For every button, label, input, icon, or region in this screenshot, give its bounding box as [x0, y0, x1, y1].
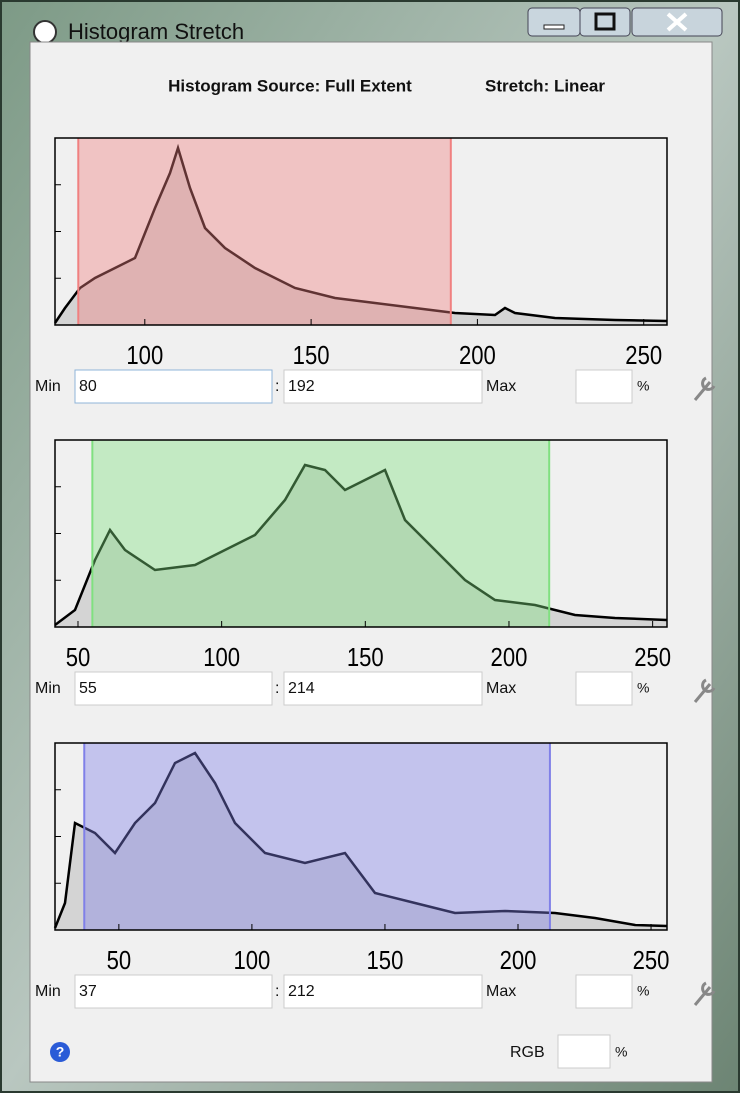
range-separator: : [275, 680, 279, 697]
max-value: 212 [288, 983, 315, 1000]
x-tick-label: 150 [367, 946, 404, 975]
max-label: Max [486, 983, 516, 1000]
settings-wrench[interactable] [693, 376, 716, 401]
rgb-label: RGB [510, 1044, 545, 1061]
window-title: Histogram Stretch [68, 19, 244, 44]
rgb-percent-sign: % [615, 1044, 627, 1060]
maximize-button[interactable] [579, 7, 631, 37]
histogram-area [55, 148, 667, 325]
percent-sign: % [637, 680, 649, 696]
min-value: 55 [79, 680, 97, 697]
percent-input[interactable] [575, 974, 633, 1009]
histogram-source: Histogram Source: Full Extent [168, 76, 412, 95]
x-tick-label: 150 [293, 341, 330, 370]
help-icon[interactable] [50, 1042, 70, 1062]
percent-sign: % [637, 378, 649, 394]
histogram-curve [54, 463, 668, 627]
x-tick-label: 50 [66, 643, 91, 672]
min-value: 37 [79, 983, 97, 1000]
range-separator: : [275, 983, 279, 1000]
x-tick-label: 250 [634, 643, 671, 672]
histogram-curve [53, 143, 668, 325]
stretch-type: Stretch: Linear [485, 76, 605, 95]
percent-input[interactable] [575, 369, 633, 404]
settings-wrench[interactable] [693, 678, 716, 703]
stretch-band [84, 743, 550, 930]
maximize-icon [594, 12, 616, 31]
min-input[interactable] [74, 974, 273, 1009]
histogram-curve [53, 751, 668, 930]
min-label: Min [35, 680, 61, 697]
min-value: 80 [79, 378, 97, 395]
histogram-line [53, 143, 668, 324]
app-icon [33, 20, 57, 44]
x-tick-label: 200 [459, 341, 496, 370]
max-label: Max [486, 378, 516, 395]
max-input[interactable] [283, 369, 483, 404]
min-input[interactable] [74, 369, 273, 404]
max-input[interactable] [283, 974, 483, 1009]
stretch-band [92, 440, 550, 627]
histogram-area [55, 753, 667, 930]
histogram-area [55, 465, 667, 627]
max-value: 192 [288, 378, 315, 395]
rgb-percent-input[interactable] [557, 1034, 611, 1069]
stretch-band [78, 138, 451, 325]
x-tick-label: 200 [491, 643, 528, 672]
x-tick-label: 200 [500, 946, 537, 975]
percent-input[interactable] [575, 671, 633, 706]
minimize-icon [543, 24, 565, 30]
max-label: Max [486, 680, 516, 697]
range-separator: : [275, 378, 279, 395]
min-label: Min [35, 983, 61, 1000]
x-tick-label: 100 [126, 341, 163, 370]
minimize-button[interactable] [527, 7, 581, 37]
max-value: 214 [288, 680, 315, 697]
help-glyph: ? [56, 1044, 65, 1060]
x-tick-label: 150 [347, 643, 384, 672]
x-tick-label: 50 [107, 946, 132, 975]
close-icon [666, 12, 688, 32]
max-input[interactable] [283, 671, 483, 706]
x-tick-label: 250 [625, 341, 662, 370]
x-tick-label: 100 [233, 946, 270, 975]
min-input[interactable] [74, 671, 273, 706]
min-label: Min [35, 378, 61, 395]
x-tick-label: 100 [203, 643, 240, 672]
settings-wrench[interactable] [693, 981, 716, 1006]
percent-sign: % [637, 983, 649, 999]
histogram-line [54, 463, 668, 626]
histogram-line [53, 751, 668, 929]
x-tick-label: 250 [633, 946, 670, 975]
